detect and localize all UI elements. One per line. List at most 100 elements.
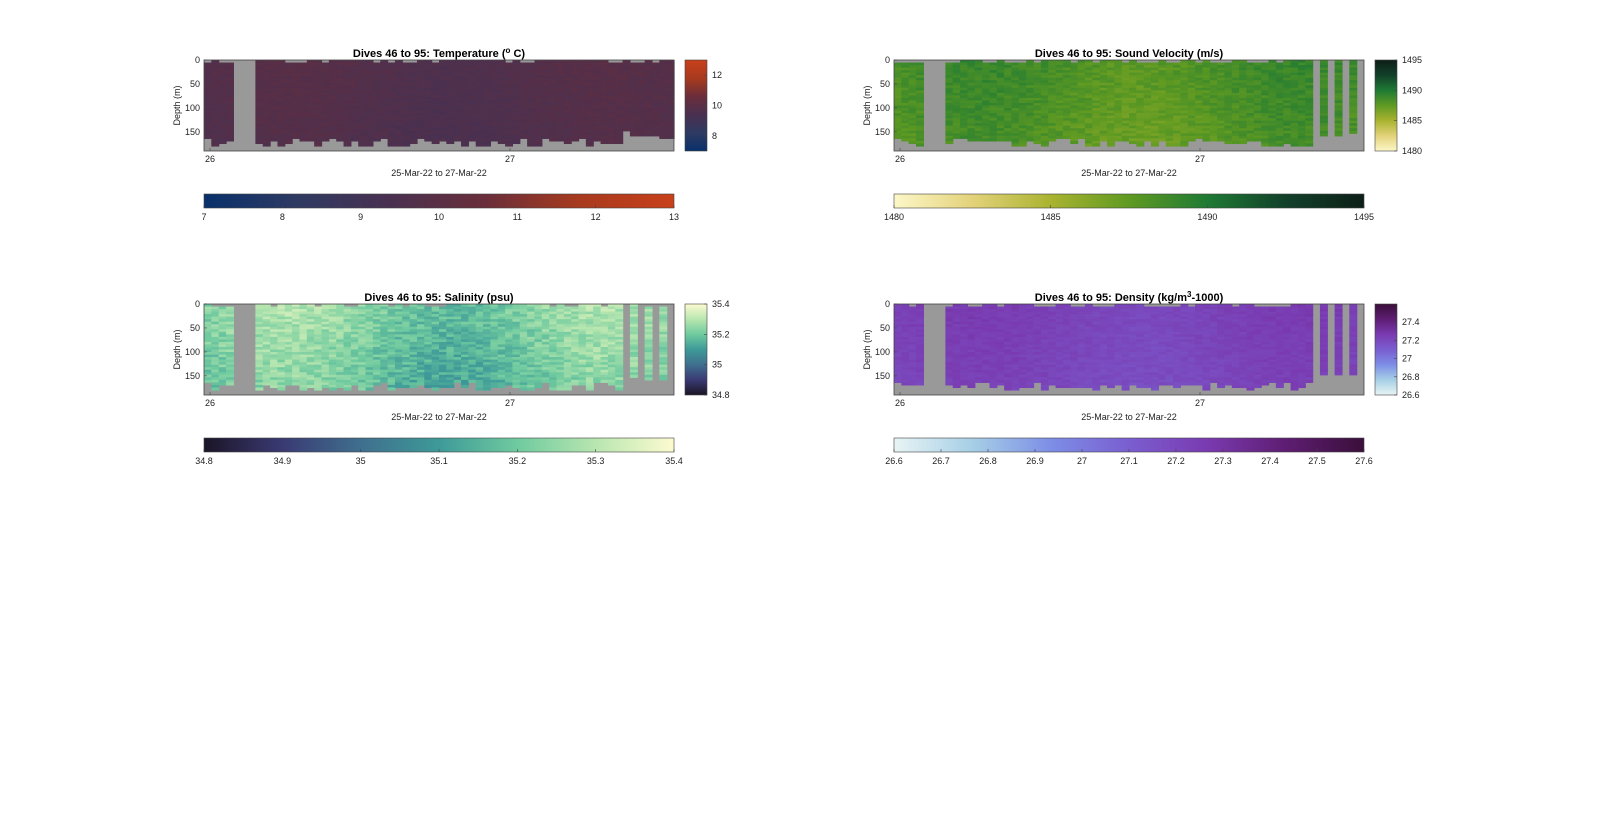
heatmap-cell: [365, 75, 374, 79]
heatmap-cell: [350, 85, 359, 89]
heatmap-cell: [1070, 110, 1079, 114]
heatmap-cell: [204, 374, 212, 378]
heatmap-cell: [446, 92, 455, 96]
heatmap-cell: [629, 100, 638, 104]
heatmap-cell: [365, 311, 374, 315]
heatmap-cell: [549, 60, 558, 64]
heatmap-cell: [622, 110, 631, 114]
heatmap-cell: [350, 319, 359, 323]
heatmap-cell: [416, 379, 425, 383]
heatmap-cell: [468, 336, 477, 340]
heatmap-cell: [1165, 77, 1174, 81]
heatmap-cell: [556, 120, 565, 124]
heatmap-cell: [306, 382, 315, 386]
heatmap-cell: [277, 128, 286, 132]
heatmap-cell: [453, 344, 462, 348]
heatmap-cell: [453, 341, 462, 346]
heatmap-cell: [358, 377, 367, 381]
heatmap-cell: [571, 100, 580, 104]
heatmap-cell: [666, 123, 675, 127]
heatmap-cell: [255, 102, 264, 107]
heatmap-cell: [512, 67, 521, 71]
heatmap-cell: [402, 367, 411, 371]
heatmap-cell: [336, 123, 345, 127]
heatmap-cell: [416, 102, 425, 107]
heatmap-cell: [1129, 100, 1137, 104]
heatmap-cell: [1180, 100, 1189, 104]
heatmap-cell: [952, 70, 961, 74]
heatmap-cell: [372, 354, 381, 358]
heatmap-cell: [409, 326, 418, 330]
heatmap-cell: [651, 108, 660, 112]
heatmap-cell: [1246, 105, 1255, 109]
heatmap-cell: [563, 138, 572, 142]
heatmap-cell: [1349, 128, 1358, 132]
heatmap-cell: [402, 72, 411, 76]
heatmap-cell: [974, 135, 983, 139]
heatmap-cell: [1297, 143, 1306, 147]
heatmap-cell: [578, 130, 587, 134]
heatmap-cell: [1026, 80, 1035, 84]
heatmap-cell: [292, 339, 301, 343]
heatmap-cell: [204, 344, 212, 348]
heatmap-cell: [1261, 82, 1270, 86]
heatmap-cell: [343, 65, 352, 69]
heatmap-cell: [314, 90, 323, 94]
heatmap-cell: [996, 108, 1005, 112]
heatmap-cell: [299, 97, 308, 102]
heatmap-cell: [541, 108, 550, 112]
heatmap-cell: [1033, 67, 1042, 71]
heatmap-cell: [1070, 115, 1079, 119]
heatmap-cell: [1283, 85, 1292, 89]
heatmap-cell: [453, 334, 462, 338]
heatmap-cell: [637, 108, 646, 112]
heatmap-cell: [1290, 140, 1299, 145]
heatmap-cell: [380, 118, 389, 122]
heatmap-cell: [1018, 75, 1027, 79]
heatmap-cell: [328, 125, 337, 129]
heatmap-cell: [490, 82, 499, 86]
heatmap-cell: [512, 135, 521, 139]
heatmap-cell: [629, 120, 638, 124]
heatmap-cell: [1033, 115, 1042, 119]
heatmap-cell: [277, 311, 286, 315]
heatmap-cell: [490, 100, 499, 104]
heatmap-cell: [1297, 105, 1306, 109]
heatmap-cell: [365, 346, 374, 351]
heatmap-cell: [475, 113, 484, 117]
heatmap-cell: [1349, 115, 1358, 119]
heatmap-cell: [1151, 133, 1159, 137]
heatmap-cell: [461, 105, 469, 109]
heatmap-cell: [394, 123, 403, 127]
heatmap-cell: [1268, 102, 1277, 107]
heatmap-cell: [284, 92, 293, 96]
heatmap-cell: [894, 130, 902, 134]
heatmap-cell: [387, 352, 396, 356]
heatmap-cell: [666, 110, 675, 114]
heatmap-cell: [945, 65, 954, 69]
heatmap-cell: [1092, 102, 1101, 107]
heatmap-cell: [380, 311, 389, 315]
heatmap-cell: [255, 382, 264, 386]
heatmap-cell: [952, 115, 961, 119]
heatmap-cell: [1018, 130, 1027, 134]
heatmap-cell: [1099, 105, 1108, 109]
heatmap-cell: [336, 90, 345, 94]
heatmap-cell: [908, 87, 917, 91]
heatmap-cell: [365, 125, 374, 129]
heatmap-cell: [527, 120, 536, 124]
heatmap-cell: [218, 374, 227, 378]
heatmap-cell: [1033, 85, 1042, 89]
heatmap-cell: [1334, 62, 1343, 66]
heatmap-cell: [372, 319, 381, 323]
heatmap-cell: [556, 100, 565, 104]
heatmap-cell: [1297, 120, 1306, 124]
heatmap-cell: [644, 65, 653, 69]
heatmap-cell: [901, 105, 910, 109]
heatmap-cell: [600, 82, 609, 86]
heatmap-cell: [1297, 110, 1306, 114]
heatmap-cell: [358, 85, 367, 89]
heatmap-cell: [1165, 125, 1174, 129]
heatmap-cell: [571, 92, 580, 96]
heatmap-cell: [908, 95, 917, 99]
